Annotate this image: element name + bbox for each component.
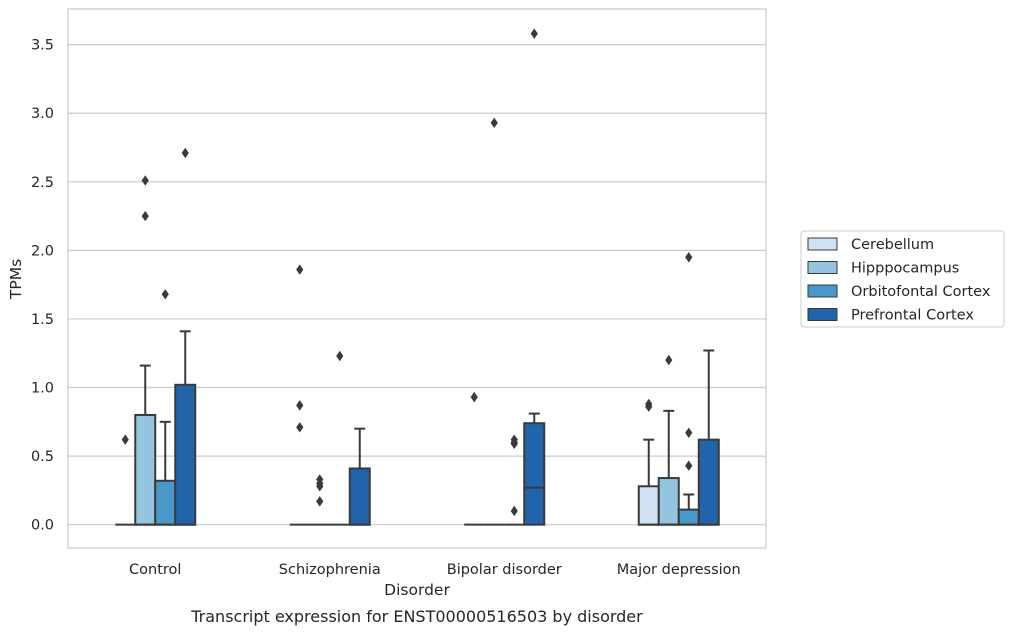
- box-cerebellum: [289, 264, 310, 526]
- box-orbitofontal-cortex: [329, 350, 350, 526]
- outlier-point: [316, 496, 324, 507]
- x-axis-tick-labels: Control Schizophrenia Bipolar disorder Majo…: [129, 562, 741, 578]
- box-iqr: [348, 467, 371, 526]
- outlier-point: [296, 400, 304, 411]
- y-tick-label: 2.5: [31, 175, 54, 191]
- legend-label: Cerebellum: [851, 237, 934, 253]
- box-iqr: [677, 508, 700, 526]
- box-hipppocampus: [134, 175, 157, 526]
- x-tick-label: Bipolar disorder: [447, 562, 562, 578]
- outlier-point: [510, 505, 518, 517]
- outlier-point: [530, 28, 538, 39]
- outlier-point: [296, 422, 304, 433]
- grid-lines: [68, 44, 766, 526]
- outlier-point: [296, 264, 304, 275]
- x-tick-label: Schizophrenia: [279, 562, 381, 578]
- y-tick-label: 1.0: [31, 381, 54, 397]
- y-tick-label: 3.0: [31, 106, 54, 122]
- outlier-point: [685, 460, 693, 471]
- box-prefrontal-cortex: [697, 349, 720, 526]
- box-cerebellum: [115, 434, 136, 526]
- box-orbitofontal-cortex: [504, 434, 525, 526]
- box-cerebellum: [464, 391, 485, 526]
- box-hipppocampus: [484, 117, 505, 526]
- box-hipppocampus: [309, 474, 330, 526]
- legend-swatch: [807, 237, 838, 251]
- outlier-point: [316, 474, 324, 485]
- outlier-point: [336, 350, 344, 362]
- outlier-point: [316, 481, 324, 492]
- box-iqr: [657, 477, 680, 526]
- chart-caption: Transcript expression for ENST0000051650…: [190, 607, 643, 626]
- legend-label: Hipppocampus: [851, 261, 959, 277]
- box-iqr: [697, 438, 720, 526]
- outlier-point: [645, 401, 653, 412]
- box-iqr: [523, 422, 546, 526]
- box-iqr: [154, 479, 177, 526]
- y-axis-tick-labels: 0.0 0.5 1.0 1.5 2.0 2.5 3.0 3.5: [31, 38, 54, 534]
- plot-area-frame: [67, 8, 767, 549]
- box-cerebellum: [637, 398, 660, 526]
- outlier-point: [121, 434, 129, 445]
- x-tick-label: Major depression: [617, 562, 741, 578]
- box-iqr: [174, 383, 197, 526]
- box-orbitofontal-cortex: [677, 252, 700, 526]
- x-axis-label: Disorder: [384, 581, 450, 599]
- legend-swatch: [807, 308, 838, 321]
- legend-swatch: [807, 261, 838, 274]
- y-tick-label: 3.5: [31, 38, 54, 54]
- legend-label: Orbitofontal Cortex: [851, 284, 991, 300]
- outlier-point: [685, 252, 693, 263]
- x-tick-label: Control: [129, 562, 181, 578]
- box-iqr: [134, 413, 157, 526]
- outlier-point: [510, 437, 518, 448]
- legend-label: Prefrontal Cortex: [851, 308, 974, 324]
- y-tick-label: 2.0: [31, 243, 54, 259]
- outlier-point: [141, 175, 149, 186]
- legend-frame: [800, 230, 1005, 328]
- box-plot-marks: [115, 28, 720, 526]
- box-hipppocampus: [657, 354, 680, 526]
- y-tick-label: 0.5: [31, 449, 54, 465]
- outlier-point: [665, 354, 673, 366]
- y-tick-label: 0.0: [31, 518, 54, 534]
- legend: Cerebellum Hipppocampus Orbitofontal Corte…: [800, 230, 1005, 328]
- legend-swatch: [807, 284, 838, 298]
- box-prefrontal-cortex: [348, 427, 371, 526]
- y-tick-label: 1.5: [31, 312, 54, 328]
- box-prefrontal-cortex: [174, 147, 197, 526]
- box-orbitofontal-cortex: [154, 289, 177, 526]
- outlier-point: [490, 117, 498, 129]
- outlier-point: [141, 210, 149, 222]
- outlier-point: [470, 391, 478, 403]
- box-prefrontal-cortex: [523, 28, 546, 526]
- box-iqr: [637, 485, 660, 526]
- outlier-point: [181, 147, 189, 159]
- outlier-point: [685, 427, 693, 438]
- outlier-point: [161, 289, 169, 300]
- y-axis-label: TPMs: [7, 259, 25, 300]
